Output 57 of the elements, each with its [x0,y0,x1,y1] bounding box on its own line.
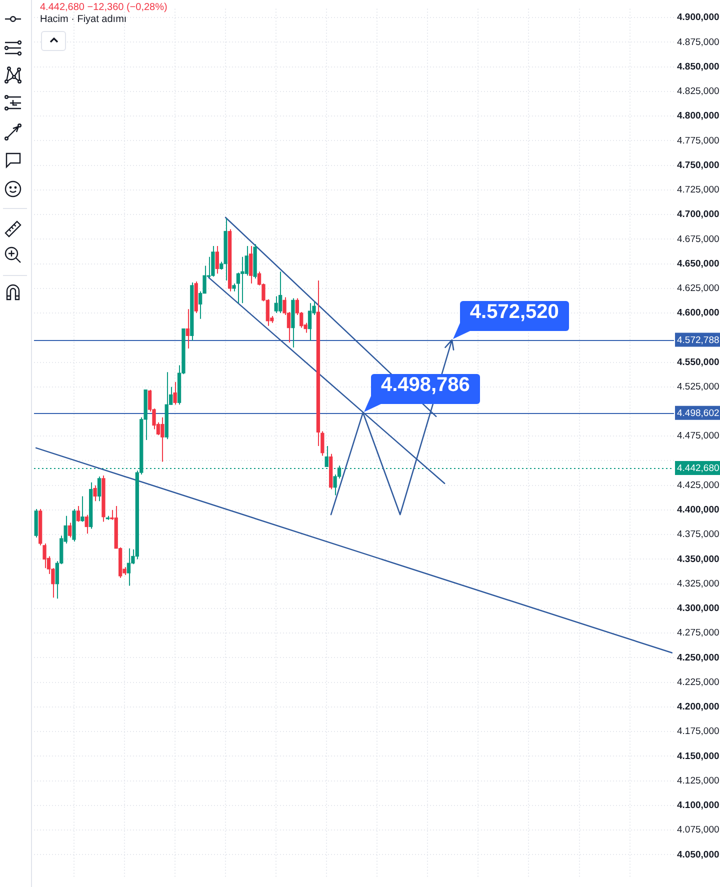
y-tick-label: 4.225,000 [677,676,720,688]
candlestick [160,416,164,462]
y-tick-label: 4.875,000 [677,36,720,48]
text: Hacim · Fiyat adımı [40,14,127,25]
candlestick [236,272,240,304]
candlestick [97,476,102,502]
y-tick-label: 4.900,000 [677,12,720,24]
candlestick [68,522,72,538]
candlestick [249,246,253,284]
y-tick-label: 4.550,000 [677,356,720,368]
y-tick-label: 4.825,000 [677,86,720,98]
annotation: 4.498,786 [370,374,480,404]
candlestick [76,506,80,522]
candlestick [308,302,312,342]
candlestick [278,271,282,314]
y-tick-label: 4.300,000 [677,603,720,614]
y-tick-label: 4.625,000 [677,283,720,294]
y-tick-label: 4.725,000 [677,184,720,196]
y-tick-label: 4.100,000 [677,800,720,812]
candlestick [274,296,278,314]
candlestick [215,246,219,274]
y-tick-label: 4.800,000 [677,110,720,122]
ref-line-label: 4.498,602 [677,408,720,419]
candlestick [173,381,177,406]
annotation: 4.572,520 [460,301,569,332]
candlestick [84,514,88,534]
y-tick-label: 4.050,000 [677,849,720,860]
y-tick-label: 4.425,000 [677,480,720,491]
y-tick-label: 4.525,000 [677,382,720,392]
candlestick [244,246,248,276]
y-tick-label: 4.175,000 [677,726,720,738]
y-tick-label: 4.750,000 [677,160,720,171]
y-tick-label: 4.650,000 [677,258,720,270]
candlestick [80,496,84,522]
y-tick-label: 4.675,000 [677,234,720,245]
y-tick-label: 4.150,000 [677,750,720,762]
y-tick-label: 4.850,000 [677,61,720,72]
chart-title: 4.442,680 −12,360 (−0,28%) [40,2,168,13]
y-tick-label: 4.475,000 [677,430,720,442]
y-tick-label: 4.350,000 [677,554,720,565]
y-tick-label: 4.275,000 [677,628,720,639]
candlestick [240,256,244,304]
ref-line-label: 4.442,680 [677,463,720,474]
y-tick-label: 4.075,000 [677,824,720,836]
y-tick-label: 4.400,000 [677,504,720,516]
y-tick-label: 4.325,000 [677,578,720,590]
candlestick [186,308,190,349]
candlestick [93,484,97,502]
y-tick-label: 4.775,000 [677,135,720,146]
y-tick-label: 4.600,000 [677,308,720,319]
y-tick-label: 4.125,000 [677,775,720,786]
ref-line-label: 4.572,788 [677,334,720,346]
y-tick-label: 4.700,000 [677,209,720,220]
candlestick [126,548,131,586]
y-tick-label: 4.375,000 [677,529,720,540]
y-tick-label: 4.200,000 [677,702,720,713]
y-tick-label: 4.250,000 [677,652,720,664]
